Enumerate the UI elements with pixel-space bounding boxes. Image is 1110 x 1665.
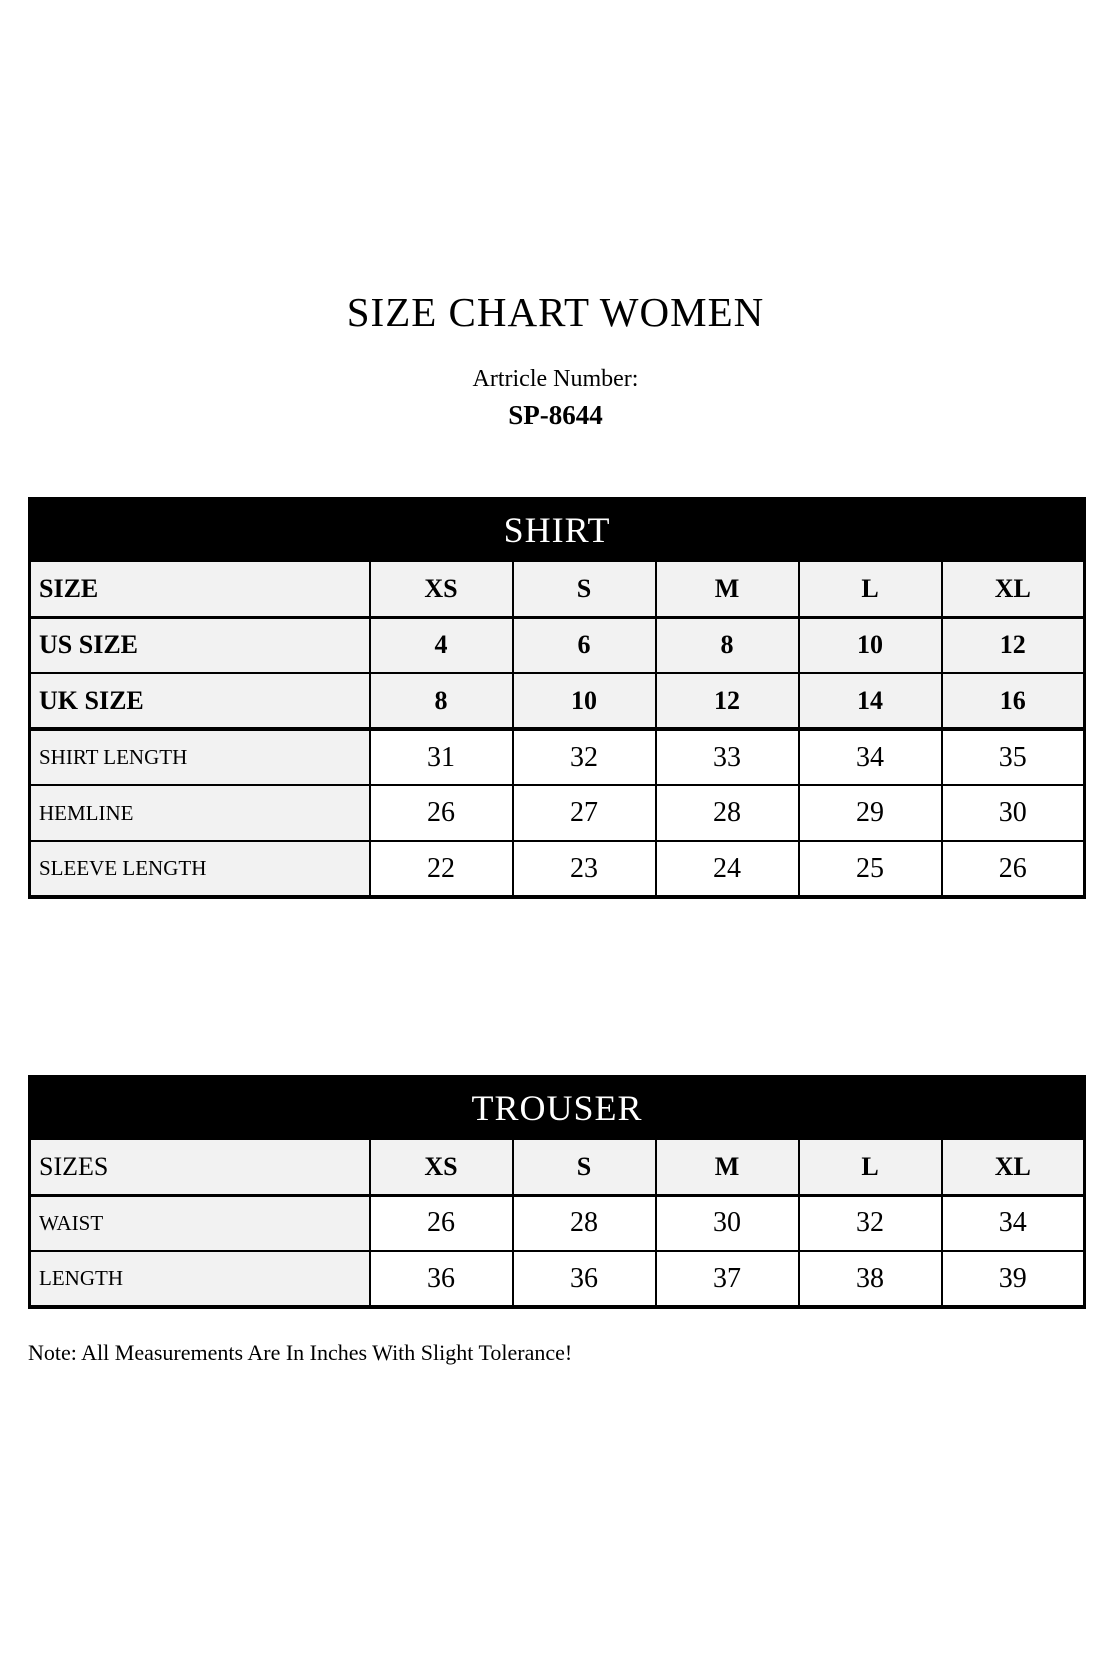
sleeve-length-row: SLEEVE LENGTH 22 23 24 25 26: [28, 840, 1086, 898]
us-size-cell: 8: [654, 616, 800, 674]
uk-size-cell: 8: [368, 672, 514, 731]
length-cell: 39: [940, 1250, 1086, 1308]
trouser-size-cell: XL: [940, 1138, 1086, 1197]
row-label-uk-size: UK SIZE: [28, 672, 371, 731]
shirt-table-title: SHIRT: [28, 497, 1086, 562]
length-cell: 36: [511, 1250, 657, 1308]
uk-size-cell: 12: [654, 672, 800, 731]
uk-size-cell: 14: [797, 672, 943, 731]
shirt-length-cell: 31: [368, 728, 514, 786]
shirt-uk-size-row: UK SIZE 8 10 12 14 16: [28, 672, 1086, 731]
waist-cell: 30: [654, 1194, 800, 1252]
shirt-length-cell: 33: [654, 728, 800, 786]
waist-row: WAIST 26 28 30 32 34: [28, 1194, 1086, 1252]
waist-cell: 26: [368, 1194, 514, 1252]
shirt-length-cell: 32: [511, 728, 657, 786]
trouser-size-cell: M: [654, 1138, 800, 1197]
length-cell: 37: [654, 1250, 800, 1308]
shirt-us-size-row: US SIZE 4 6 8 10 12: [28, 616, 1086, 674]
shirt-length-row: SHIRT LENGTH 31 32 33 34 35: [28, 728, 1086, 786]
shirt-banner-row: SHIRT: [28, 497, 1086, 562]
hemline-cell: 29: [797, 784, 943, 842]
trouser-banner-row: TROUSER: [28, 1075, 1086, 1140]
size-cell: XS: [368, 560, 514, 619]
row-label-size: SIZE: [28, 560, 371, 619]
hemline-cell: 30: [940, 784, 1086, 842]
trouser-size-table: TROUSER SIZES XS S M L XL WAIST 26 28 30…: [28, 1075, 1087, 1309]
row-label-hemline: HEMLINE: [28, 784, 371, 842]
row-label-length: LENGTH: [28, 1250, 371, 1308]
sleeve-length-cell: 24: [654, 840, 800, 898]
row-label-us-size: US SIZE: [28, 616, 371, 674]
waist-cell: 28: [511, 1194, 657, 1252]
row-label-sleeve-length: SLEEVE LENGTH: [28, 840, 371, 898]
page-title: SIZE CHART WOMEN: [346, 289, 765, 335]
uk-size-cell: 16: [940, 672, 1086, 731]
trouser-table-title: TROUSER: [28, 1075, 1086, 1140]
length-cell: 36: [368, 1250, 514, 1308]
length-row: LENGTH 36 36 37 38 39: [28, 1250, 1086, 1308]
row-label-waist: WAIST: [28, 1194, 371, 1252]
hemline-cell: 26: [368, 784, 514, 842]
trouser-size-cell: L: [797, 1138, 943, 1197]
size-cell: S: [511, 560, 657, 619]
article-number-label: Artricle Number:: [472, 366, 639, 392]
us-size-cell: 6: [511, 616, 657, 674]
sleeve-length-cell: 23: [511, 840, 657, 898]
us-size-cell: 12: [940, 616, 1086, 674]
measurement-note: Note: All Measurements Are In Inches Wit…: [28, 1340, 573, 1365]
shirt-size-row: SIZE XS S M L XL: [28, 560, 1086, 619]
sleeve-length-cell: 22: [368, 840, 514, 898]
row-label-shirt-length: SHIRT LENGTH: [28, 728, 371, 786]
trouser-sizes-row: SIZES XS S M L XL: [28, 1138, 1086, 1197]
sleeve-length-cell: 26: [940, 840, 1086, 898]
row-label-sizes: SIZES: [28, 1138, 371, 1197]
shirt-length-cell: 34: [797, 728, 943, 786]
hemline-cell: 28: [654, 784, 800, 842]
length-cell: 38: [797, 1250, 943, 1308]
waist-cell: 34: [940, 1194, 1086, 1252]
hemline-row: HEMLINE 26 27 28 29 30: [28, 784, 1086, 842]
article-number-value: SP-8644: [508, 400, 603, 430]
trouser-size-cell: S: [511, 1138, 657, 1197]
size-cell: XL: [940, 560, 1086, 619]
shirt-size-table: SHIRT SIZE XS S M L XL US SIZE 4 6 8 10 …: [28, 497, 1087, 899]
hemline-cell: 27: [511, 784, 657, 842]
size-cell: L: [797, 560, 943, 619]
waist-cell: 32: [797, 1194, 943, 1252]
sleeve-length-cell: 25: [797, 840, 943, 898]
trouser-size-cell: XS: [368, 1138, 514, 1197]
us-size-cell: 10: [797, 616, 943, 674]
uk-size-cell: 10: [511, 672, 657, 731]
shirt-length-cell: 35: [940, 728, 1086, 786]
size-cell: M: [654, 560, 800, 619]
us-size-cell: 4: [368, 616, 514, 674]
